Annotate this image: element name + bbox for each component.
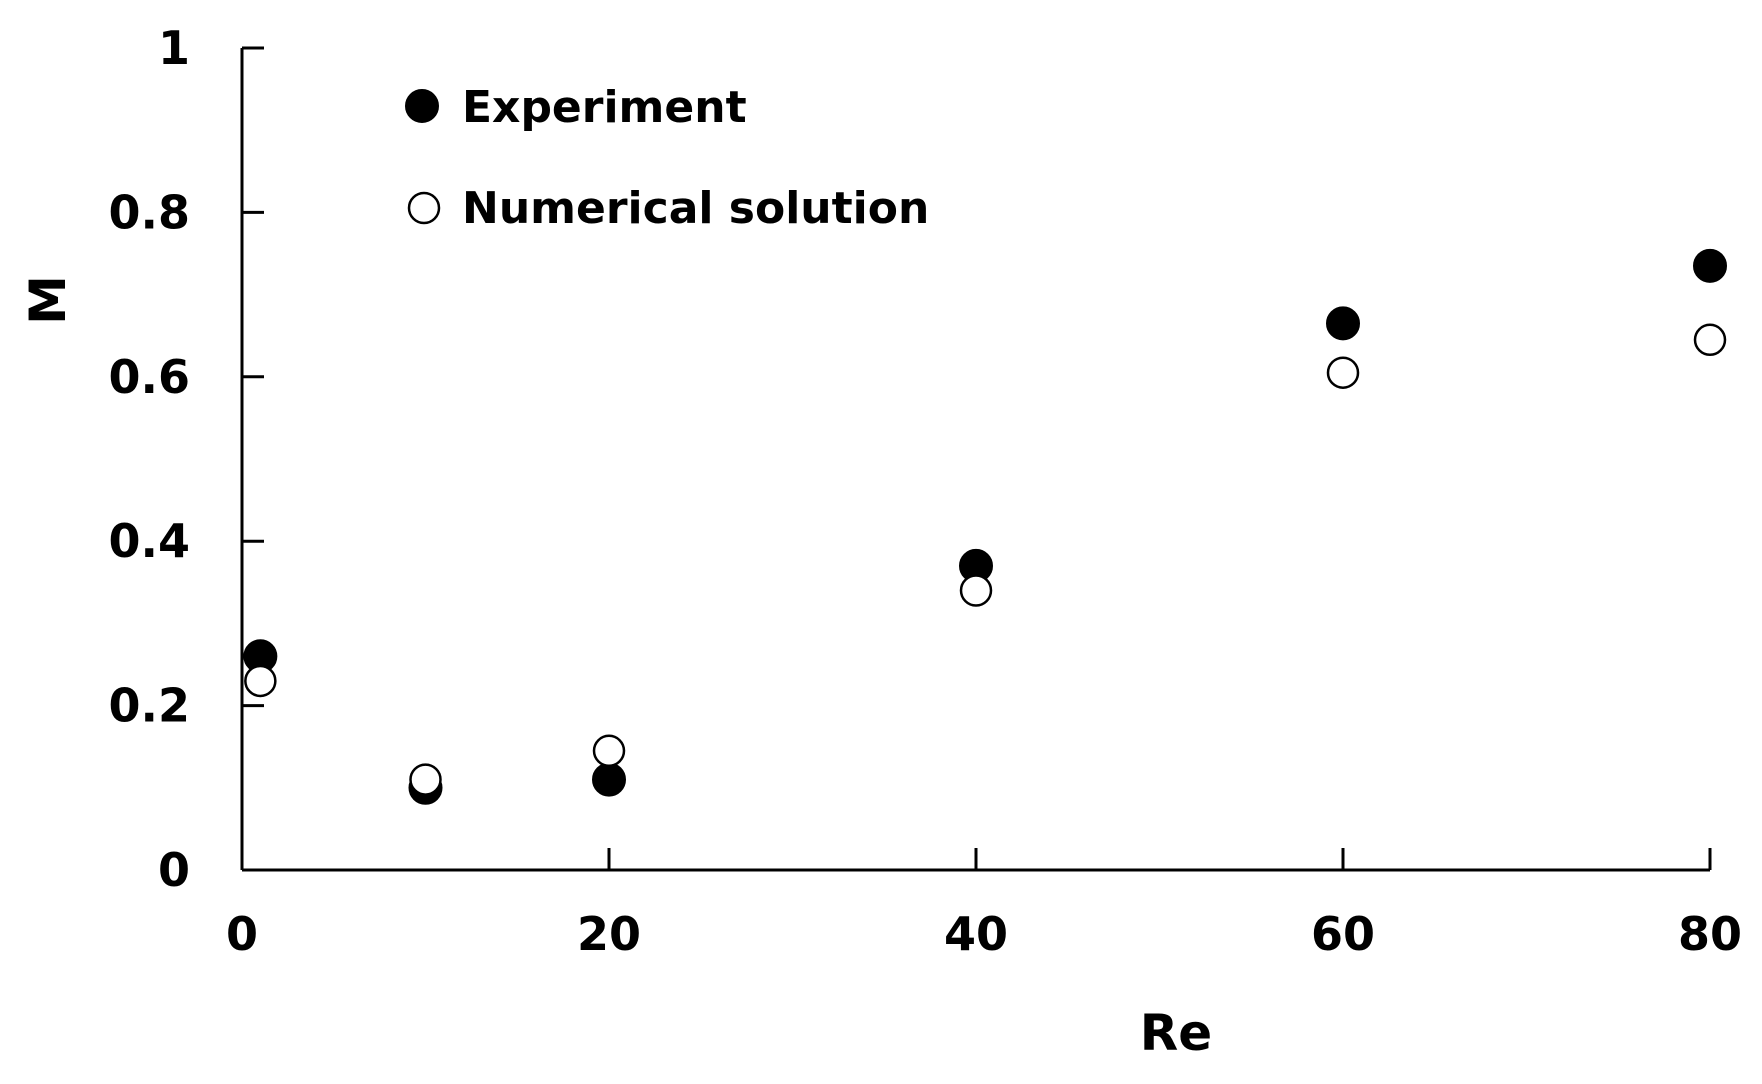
x-tick-label: 40 (944, 907, 1008, 961)
legend: Experiment Numerical solution (405, 82, 929, 234)
series-0 (243, 248, 1727, 805)
y-ticks: 0 0.2 0.4 0.6 0.8 1 (109, 21, 264, 897)
x-tick-label: 0 (226, 907, 258, 961)
x-axis-title: Re (1140, 1004, 1212, 1062)
numerical-point (409, 763, 442, 796)
y-tick-label: 0.4 (109, 514, 191, 568)
numerical-point (1326, 356, 1360, 389)
legend-experiment-marker (405, 89, 439, 123)
x-ticks: 0 20 40 60 80 (226, 848, 1742, 961)
series-layer (243, 248, 1727, 805)
x-tick-label: 60 (1311, 907, 1375, 961)
axes (240, 48, 1710, 872)
legend-numerical-marker (407, 191, 441, 225)
experiment-point (1326, 306, 1360, 341)
y-tick-label: 0.8 (109, 185, 191, 239)
experiment-point (592, 762, 626, 797)
y-tick-label: 0.2 (109, 679, 191, 733)
y-axis-title: M (19, 275, 77, 325)
numerical-point (1693, 323, 1727, 357)
x-tick-label: 20 (577, 907, 641, 961)
legend-numerical-label: Numerical solution (462, 183, 929, 234)
y-tick-label: 0.6 (109, 350, 191, 404)
numerical-point (959, 574, 993, 607)
experiment-point (1693, 248, 1727, 283)
y-tick-label: 0 (158, 843, 190, 897)
series-1 (244, 323, 1727, 796)
x-tick-label: 80 (1678, 907, 1742, 961)
legend-experiment-label: Experiment (462, 82, 747, 133)
numerical-point (244, 664, 277, 698)
y-tick-label: 1 (158, 21, 190, 75)
numerical-point (592, 734, 626, 768)
